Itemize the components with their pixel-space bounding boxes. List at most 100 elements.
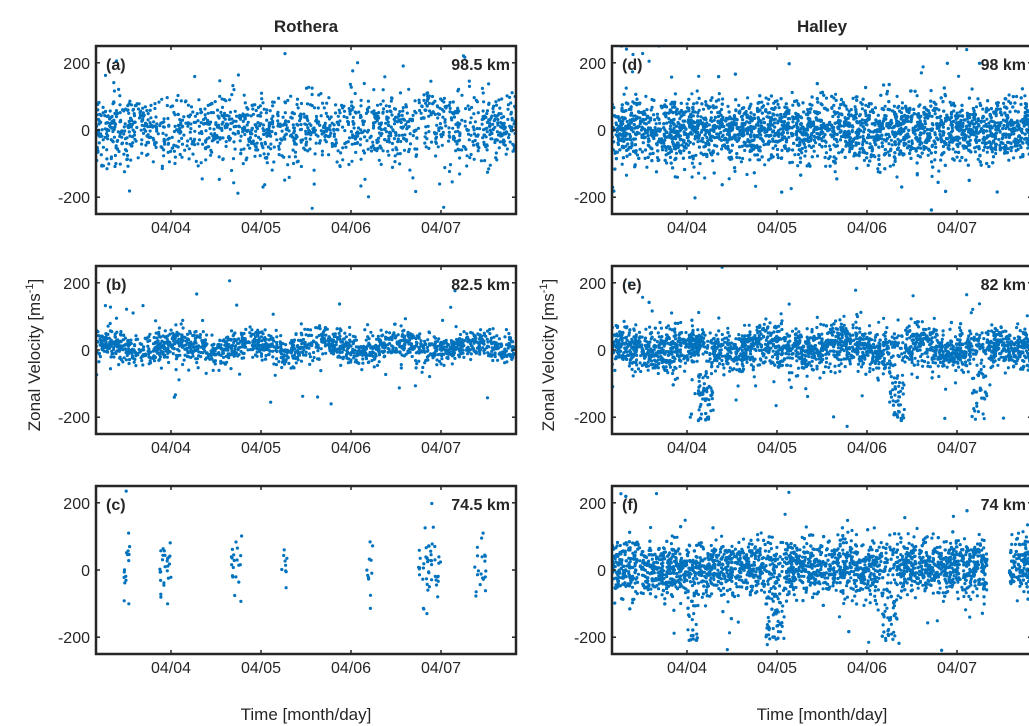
scatter-point — [400, 353, 404, 357]
scatter-point — [304, 353, 308, 357]
scatter-point — [209, 153, 213, 157]
scatter-point — [159, 549, 163, 553]
scatter-point — [467, 138, 471, 142]
scatter-point — [293, 141, 297, 145]
scatter-point — [930, 174, 934, 178]
scatter-point — [790, 160, 795, 164]
scatter-point — [246, 128, 250, 132]
scatter-point — [201, 330, 205, 334]
scatter-point — [259, 91, 264, 95]
scatter-point — [409, 335, 413, 339]
scatter-point — [264, 341, 268, 345]
scatter-point — [142, 345, 146, 349]
scatter-point — [215, 108, 220, 112]
scatter-point — [443, 166, 447, 170]
scatter-point — [308, 147, 312, 151]
scatter-point — [103, 135, 107, 139]
scatter-point — [310, 206, 314, 210]
scatter-point — [264, 111, 268, 115]
scatter-point — [493, 353, 497, 357]
altitude-label: 82.5 km — [451, 277, 510, 294]
scatter-point — [256, 339, 261, 343]
scatter-point — [414, 189, 418, 194]
scatter-point — [351, 334, 355, 338]
scatter-point — [505, 354, 509, 358]
scatter-point — [491, 127, 496, 131]
scatter-point — [282, 548, 286, 552]
y-tick-label: 200 — [63, 56, 90, 73]
scatter-point — [484, 569, 488, 573]
scatter-point — [112, 135, 116, 139]
scatter-point — [480, 117, 484, 122]
scatter-point — [283, 178, 287, 182]
scatter-point — [369, 330, 373, 334]
scatter-point — [222, 114, 226, 118]
y-axis-label-text: Zonal Velocity [ms — [539, 293, 558, 431]
scatter-point — [362, 151, 367, 155]
scatter-point — [382, 355, 386, 359]
scatter-point — [475, 573, 480, 577]
scatter-point — [399, 125, 403, 129]
scatter-point — [229, 121, 233, 125]
scatter-point — [109, 157, 113, 161]
scatter-point — [431, 356, 435, 360]
scatter-point — [157, 100, 161, 104]
scatter-point — [198, 333, 202, 337]
scatter-point — [230, 168, 234, 173]
scatter-point — [234, 119, 238, 123]
scatter-point — [137, 102, 141, 106]
scatter-point — [213, 362, 217, 366]
scatter-point — [158, 567, 162, 571]
scatter-point — [178, 152, 182, 157]
scatter-point — [789, 187, 793, 191]
scatter-point — [212, 127, 216, 131]
scatter-point — [165, 559, 169, 563]
scatter-point — [347, 107, 351, 111]
scatter-point — [997, 137, 1001, 142]
scatter-point — [186, 139, 190, 143]
scatter-point — [275, 343, 279, 347]
scatter-point — [365, 130, 370, 134]
scatter-point — [359, 98, 363, 102]
scatter-point — [284, 360, 288, 364]
scatter-point — [480, 86, 484, 90]
scatter-point — [417, 573, 422, 577]
scatter-point — [503, 335, 507, 339]
scatter-point — [204, 371, 208, 375]
scatter-point — [293, 356, 298, 361]
scatter-point — [277, 144, 281, 148]
scatter-point — [497, 146, 501, 150]
scatter-point — [482, 133, 486, 137]
scatter-point — [490, 342, 494, 346]
scatter-point — [437, 112, 441, 117]
scatter-point — [125, 149, 129, 153]
scatter-point — [185, 348, 189, 352]
scatter-point — [981, 148, 986, 152]
y-tick-label: 0 — [81, 563, 90, 580]
scatter-point — [418, 556, 422, 560]
scatter-point — [429, 553, 433, 557]
scatter-point — [114, 316, 119, 320]
scatter-point — [288, 350, 292, 354]
scatter-point — [469, 152, 473, 157]
scatter-point — [265, 134, 269, 138]
scatter-point — [389, 351, 393, 355]
scatter-point — [363, 328, 367, 332]
scatter-point — [105, 148, 109, 152]
scatter-point — [483, 159, 487, 163]
scatter-point — [481, 346, 485, 350]
scatter-point — [355, 141, 359, 145]
scatter-point — [487, 167, 491, 171]
scatter-point — [409, 342, 414, 346]
scatter-point — [269, 400, 273, 404]
scatter-point — [166, 576, 170, 580]
scatter-point — [304, 350, 308, 354]
scatter-point — [265, 155, 269, 160]
scatter-point — [158, 355, 162, 359]
scatter-point — [348, 333, 352, 337]
scatter-point — [414, 128, 418, 132]
scatter-point — [284, 569, 288, 573]
scatter-point — [279, 344, 283, 349]
scatter-point — [292, 112, 296, 116]
scatter-point — [287, 155, 291, 159]
